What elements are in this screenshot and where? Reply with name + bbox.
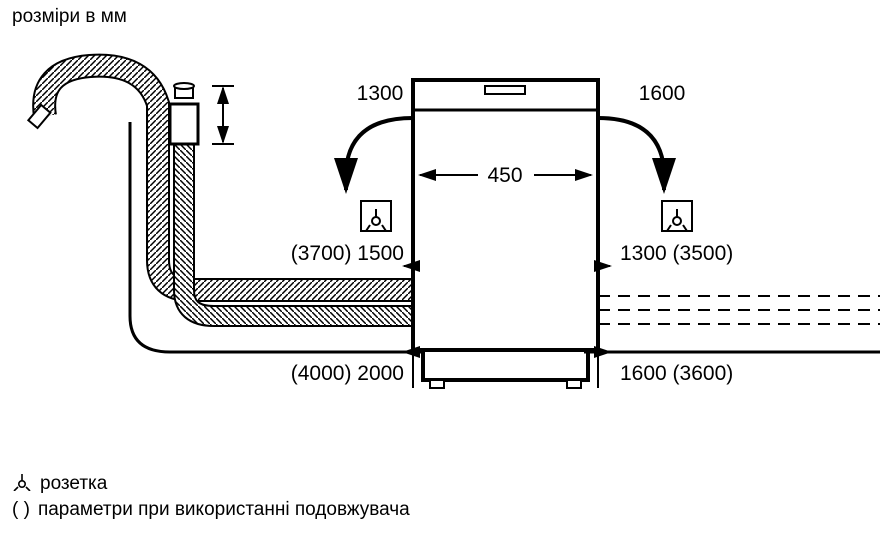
connector-dim <box>212 86 234 144</box>
socket-left <box>361 201 391 231</box>
dim-right-lower: 1600 (3600) <box>598 342 733 388</box>
legend-paren-symbol: ( ) <box>12 497 30 523</box>
legend: розетка ( ) параметри при використанні п… <box>12 471 410 523</box>
appliance <box>413 80 598 388</box>
dim-left-upper: (3700) 1500 <box>291 242 413 276</box>
diagram-svg: 450 1300 1600 (3700) 1500 <box>0 0 892 543</box>
dim-left-upper-label: (3700) 1500 <box>291 242 404 265</box>
dim-right-upper-label: 1300 (3500) <box>620 242 733 265</box>
dim-left-lower: (4000) 2000 <box>291 342 413 388</box>
legend-paren-label: параметри при використанні подовжувача <box>38 497 410 523</box>
legend-socket-label: розетка <box>40 471 107 497</box>
socket-right <box>662 201 692 231</box>
hose-right-arc: 1600 <box>598 82 685 190</box>
hose-right-label: 1600 <box>639 82 686 105</box>
socket-icon <box>12 474 32 494</box>
hose-left-label: 1300 <box>357 82 404 105</box>
dim-width-label: 450 <box>487 164 522 187</box>
dim-right-lower-label: 1600 (3600) <box>620 362 733 385</box>
hose-left-arc: 1300 <box>346 82 413 190</box>
dim-left-lower-label: (4000) 2000 <box>291 362 404 385</box>
dim-right-upper: 1300 (3500) <box>598 242 733 276</box>
right-hoses <box>584 296 880 352</box>
